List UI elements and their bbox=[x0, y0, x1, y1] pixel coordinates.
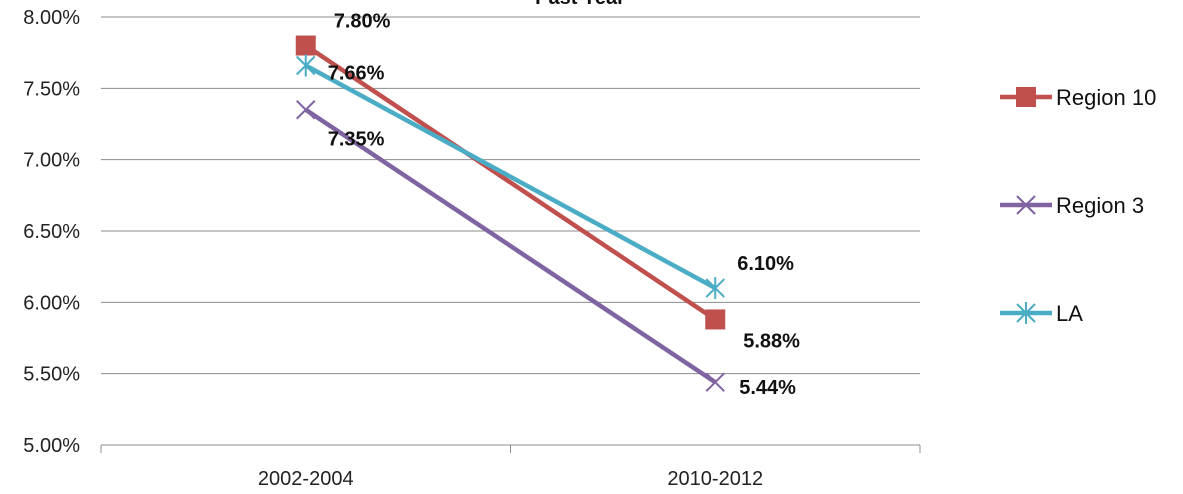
series-point bbox=[295, 35, 316, 56]
data-label: 6.10% bbox=[737, 253, 794, 275]
series-point bbox=[705, 277, 725, 300]
series-line bbox=[304, 43, 717, 322]
legend-item: Region 10 bbox=[1000, 85, 1156, 110]
series-point bbox=[705, 309, 726, 330]
series-line bbox=[304, 63, 717, 291]
data-label: 7.66% bbox=[328, 63, 385, 85]
series-la bbox=[296, 54, 725, 300]
data-label: 5.44% bbox=[739, 377, 796, 399]
data-labels: 7.80% 5.88% 7.35% 5.44% 7.66% 6.10% bbox=[328, 11, 800, 400]
legend-item: LA bbox=[1000, 301, 1083, 326]
data-label: 7.80% bbox=[334, 11, 391, 33]
legend-marker bbox=[1016, 302, 1036, 324]
legend-item: Region 3 bbox=[1000, 193, 1144, 218]
axes: 5.00% 5.50% 6.00% 6.50% 7.00% 7.50% 8.00% 2002-… bbox=[23, 7, 921, 490]
y-tick-label: 8.00% bbox=[23, 7, 80, 29]
legend-label: LA bbox=[1056, 301, 1083, 326]
gridlines bbox=[101, 16, 920, 375]
legend-label: Region 3 bbox=[1056, 193, 1144, 218]
chart-title: Past Year bbox=[535, 0, 625, 9]
series-region-10 bbox=[295, 35, 726, 330]
legend-marker bbox=[1016, 87, 1036, 107]
x-tick-label: 2010-2012 bbox=[667, 468, 763, 490]
legend-label: Region 10 bbox=[1056, 85, 1156, 110]
y-tick-label: 6.00% bbox=[23, 292, 80, 314]
legend-marker bbox=[1016, 195, 1036, 215]
y-tick-label: 5.50% bbox=[23, 364, 80, 386]
series-region-3 bbox=[296, 100, 725, 392]
series-point bbox=[296, 100, 316, 120]
legend: Region 10 Region 3 LA bbox=[1000, 85, 1156, 326]
series-point bbox=[705, 372, 725, 392]
series-lines bbox=[295, 35, 726, 392]
y-tick-label: 5.00% bbox=[23, 435, 80, 457]
data-label: 5.88% bbox=[743, 330, 800, 352]
series-line bbox=[304, 107, 717, 385]
y-tick-label: 7.50% bbox=[23, 78, 80, 100]
data-label: 7.35% bbox=[328, 129, 385, 151]
y-tick-label: 7.00% bbox=[23, 150, 80, 172]
y-tick-label: 6.50% bbox=[23, 221, 80, 243]
x-tick-label: 2002-2004 bbox=[258, 468, 354, 490]
series-point bbox=[296, 54, 316, 77]
